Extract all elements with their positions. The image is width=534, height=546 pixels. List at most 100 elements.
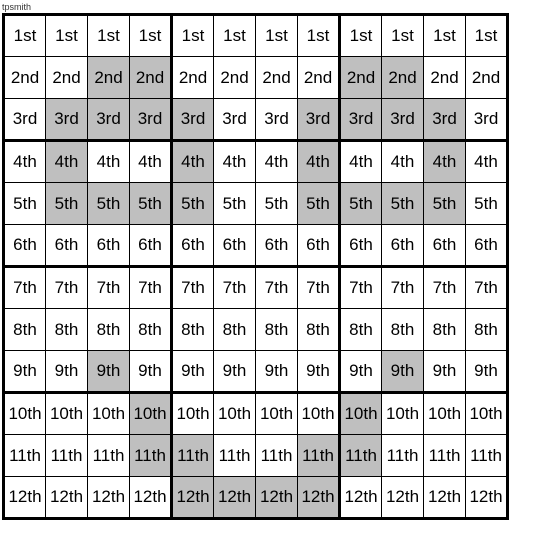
grid-cell: 11th — [424, 435, 466, 477]
grid-cell: 2nd — [382, 57, 424, 99]
grid-cell: 5th — [424, 183, 466, 225]
grid-cell: 6th — [466, 225, 508, 267]
grid-cell: 1st — [298, 15, 340, 57]
grid-cell: 4th — [88, 141, 130, 183]
grid-cell: 5th — [172, 183, 214, 225]
grid-cell: 4th — [424, 141, 466, 183]
grid-cell: 6th — [214, 225, 256, 267]
grid-cell: 9th — [4, 351, 46, 393]
grid-cell: 4th — [4, 141, 46, 183]
grid-cell: 7th — [4, 267, 46, 309]
grid-cell: 12th — [214, 477, 256, 519]
grid-cell: 2nd — [88, 57, 130, 99]
grid-cell: 9th — [298, 351, 340, 393]
grid-cell: 9th — [466, 351, 508, 393]
grid-cell: 9th — [172, 351, 214, 393]
grid-cell: 3rd — [466, 99, 508, 141]
grid-cell: 2nd — [46, 57, 88, 99]
grid-cell: 5th — [340, 183, 382, 225]
grid-cell: 6th — [88, 225, 130, 267]
grid-cell: 8th — [88, 309, 130, 351]
grid-cell: 12th — [88, 477, 130, 519]
grid-cell: 6th — [424, 225, 466, 267]
grid-cell: 7th — [172, 267, 214, 309]
grid-cell: 9th — [340, 351, 382, 393]
grid-cell: 2nd — [340, 57, 382, 99]
grid-cell: 8th — [4, 309, 46, 351]
grid-cell: 12th — [4, 477, 46, 519]
grid-cell: 2nd — [256, 57, 298, 99]
grid-cell: 11th — [256, 435, 298, 477]
grid-cell: 1st — [172, 15, 214, 57]
grid-cell: 4th — [46, 141, 88, 183]
grid-cell: 8th — [340, 309, 382, 351]
grid-cell: 11th — [214, 435, 256, 477]
grid-cell: 1st — [4, 15, 46, 57]
grid-cell: 12th — [382, 477, 424, 519]
grid-cell: 12th — [256, 477, 298, 519]
grid-cell: 9th — [130, 351, 172, 393]
grid-cell: 5th — [256, 183, 298, 225]
grid-cell: 2nd — [4, 57, 46, 99]
grid-cell: 2nd — [214, 57, 256, 99]
grid-cell: 6th — [382, 225, 424, 267]
grid-cell: 8th — [172, 309, 214, 351]
grid-cell: 3rd — [172, 99, 214, 141]
grid-cell: 10th — [466, 393, 508, 435]
grid-cell: 5th — [298, 183, 340, 225]
grid-cell: 10th — [298, 393, 340, 435]
grid-cell: 10th — [424, 393, 466, 435]
grid-cell: 12th — [46, 477, 88, 519]
grid-cell: 4th — [340, 141, 382, 183]
grid-cell: 1st — [256, 15, 298, 57]
grid-cell: 1st — [424, 15, 466, 57]
grid-cell: 1st — [466, 15, 508, 57]
grid-cell: 3rd — [4, 99, 46, 141]
grid-cell: 11th — [130, 435, 172, 477]
grid-cell: 8th — [256, 309, 298, 351]
grid-cell: 6th — [340, 225, 382, 267]
grid-cell: 6th — [298, 225, 340, 267]
grid-cell: 3rd — [340, 99, 382, 141]
grid-cell: 10th — [46, 393, 88, 435]
grid-cell: 11th — [298, 435, 340, 477]
grid-cell: 5th — [130, 183, 172, 225]
grid-cell: 9th — [424, 351, 466, 393]
grid-cell: 9th — [382, 351, 424, 393]
grid-cell: 11th — [88, 435, 130, 477]
grid-cell: 3rd — [382, 99, 424, 141]
grid-cell: 4th — [256, 141, 298, 183]
grid-cell: 8th — [46, 309, 88, 351]
grid-cell: 5th — [214, 183, 256, 225]
grid-cell: 12th — [172, 477, 214, 519]
grid-cell: 4th — [466, 141, 508, 183]
grid-cell: 4th — [214, 141, 256, 183]
grid-cell: 8th — [466, 309, 508, 351]
grid-cell: 9th — [46, 351, 88, 393]
grid-cell: 5th — [46, 183, 88, 225]
grid-cell: 3rd — [256, 99, 298, 141]
grid-cell: 3rd — [298, 99, 340, 141]
grid-cell: 2nd — [130, 57, 172, 99]
grid-cell: 5th — [466, 183, 508, 225]
grid-cell: 2nd — [466, 57, 508, 99]
grid-cell: 10th — [4, 393, 46, 435]
grid-cell: 3rd — [46, 99, 88, 141]
grid-cell: 7th — [130, 267, 172, 309]
grid-cell: 11th — [46, 435, 88, 477]
grid-cell: 10th — [340, 393, 382, 435]
grid-cell: 3rd — [130, 99, 172, 141]
grid-cell: 11th — [382, 435, 424, 477]
grid-cell: 12th — [298, 477, 340, 519]
grid-cell: 2nd — [298, 57, 340, 99]
grid-cell: 12th — [130, 477, 172, 519]
ordinal-grid: 1st1st1st1st1st1st1st1st1st1st1st1st2nd2… — [2, 13, 509, 520]
grid-cell: 11th — [172, 435, 214, 477]
grid-cell: 5th — [382, 183, 424, 225]
grid-cell: 9th — [88, 351, 130, 393]
grid-cell: 1st — [382, 15, 424, 57]
grid-cell: 5th — [88, 183, 130, 225]
grid-cell: 7th — [214, 267, 256, 309]
grid-cell: 1st — [130, 15, 172, 57]
grid-cell: 10th — [214, 393, 256, 435]
